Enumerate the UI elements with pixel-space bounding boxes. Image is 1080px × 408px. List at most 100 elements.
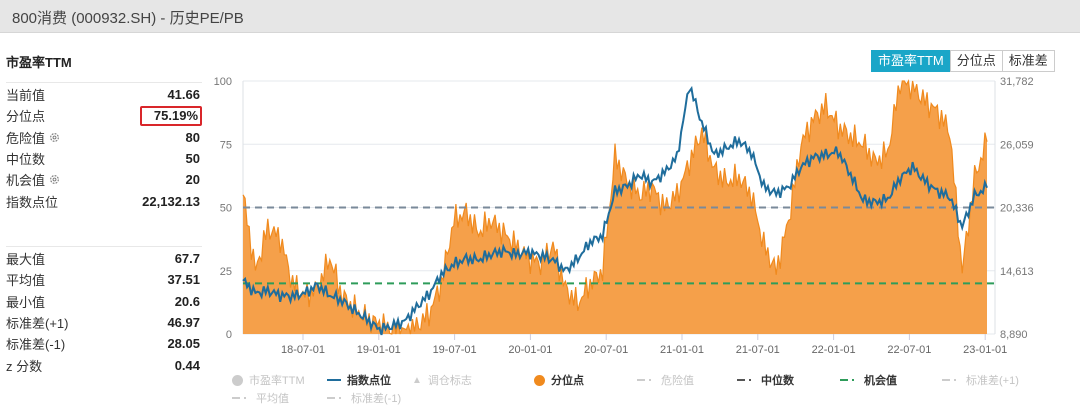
stats-bottom: 最大值 67.7 平均值 37.51 最小值 20.6 标准差(+1) 46.97 标准差(-1… bbox=[6, 248, 202, 376]
stat-label: 平均值 bbox=[6, 270, 45, 289]
left-axis-tick: 50 bbox=[220, 203, 232, 215]
legend-item[interactable]: 中位数 bbox=[737, 372, 794, 388]
right-axis-tick: 20,336 bbox=[1000, 203, 1034, 215]
left-axis-tick: 0 bbox=[226, 329, 232, 341]
legend-dot-icon bbox=[232, 374, 243, 386]
stat-row: 最小值 20.6 bbox=[6, 291, 202, 312]
index-line bbox=[242, 85, 988, 336]
stat-label-text: 中位数 bbox=[6, 152, 46, 168]
stat-label: 最大值 bbox=[6, 249, 45, 268]
left-axis-tick: 75 bbox=[220, 139, 232, 151]
legend-dash-icon bbox=[637, 379, 651, 381]
triangle-icon: ▲ bbox=[412, 374, 422, 386]
stat-row: z 分数 0.44 bbox=[6, 354, 202, 375]
legend-item[interactable]: 市盈率TTM bbox=[232, 372, 305, 388]
stat-row: 当前值 41.66 bbox=[6, 84, 202, 105]
legend-dash-icon bbox=[232, 397, 246, 399]
right-axis-tick: 14,613 bbox=[1000, 266, 1034, 278]
stat-label: 中位数 bbox=[6, 149, 45, 168]
tab-pe-ttm[interactable]: 市盈率TTM bbox=[871, 50, 951, 72]
legend-label: 指数点位 bbox=[347, 375, 391, 387]
legend-dash-icon bbox=[327, 397, 341, 399]
stat-value: 37.51 bbox=[167, 272, 200, 288]
x-axis-label: 21-07-01 bbox=[736, 344, 780, 356]
legend-item[interactable]: 机会值 bbox=[840, 372, 897, 388]
stat-value: 28.05 bbox=[167, 336, 200, 352]
stat-label-text: 当前值 bbox=[6, 88, 46, 104]
x-axis-label: 20-01-01 bbox=[508, 344, 552, 356]
x-axis-label: 18-07-01 bbox=[281, 344, 325, 356]
stat-row: 最大值 67.7 bbox=[6, 248, 202, 269]
legend-dash-icon bbox=[840, 379, 854, 381]
right-axis-tick: 31,782 bbox=[1000, 76, 1034, 88]
x-axis-label: 22-01-01 bbox=[812, 344, 856, 356]
x-axis-label: 19-07-01 bbox=[433, 344, 477, 356]
legend-dash-icon bbox=[942, 379, 956, 381]
stat-value: 0.44 bbox=[174, 357, 200, 373]
stat-value: 20.6 bbox=[174, 293, 200, 309]
stat-label-text: z 分数 bbox=[6, 358, 43, 374]
tab-percentile[interactable]: 分位点 bbox=[949, 50, 1003, 72]
stat-label: 当前值 bbox=[6, 85, 45, 104]
legend-item[interactable]: 指数点位 bbox=[327, 372, 391, 388]
stat-label-text: 平均值 bbox=[6, 273, 46, 289]
x-axis-label: 20-07-01 bbox=[584, 344, 628, 356]
stat-row: 标准差(+1) 46.97 bbox=[6, 312, 202, 333]
legend-label: 标准差(-1) bbox=[351, 393, 402, 405]
stat-label-text: 分位点 bbox=[6, 109, 46, 125]
metric-tabs: 市盈率TTM 分位点 标准差 bbox=[871, 50, 1055, 72]
legend-item[interactable]: 平均值 bbox=[232, 390, 289, 406]
window-title: 800消费 (000932.SH) - 历史PE/PB bbox=[12, 10, 244, 27]
x-axis-label: 23-01-01 bbox=[963, 344, 1007, 356]
window-titlebar: 800消费 (000932.SH) - 历史PE/PB bbox=[0, 0, 1080, 33]
stat-label-text: 机会值 bbox=[6, 173, 46, 189]
right-axis-tick: 8,890 bbox=[1000, 329, 1028, 341]
legend-item[interactable]: 标准差(-1) bbox=[327, 390, 401, 406]
legend-item[interactable]: 分位点 bbox=[534, 372, 584, 388]
stat-value: 67.7 bbox=[174, 251, 200, 267]
tab-stddev[interactable]: 标准差 bbox=[1001, 50, 1055, 72]
stat-value: 50 bbox=[185, 151, 200, 167]
legend-label: 平均值 bbox=[256, 393, 289, 405]
stat-label: 机会值 bbox=[6, 170, 60, 189]
stat-label: 标准差(+1) bbox=[6, 313, 68, 332]
stat-value: 22,132.13 bbox=[142, 193, 200, 209]
gear-icon[interactable] bbox=[49, 132, 60, 143]
stat-label-text: 危险值 bbox=[6, 130, 46, 146]
legend-label: 中位数 bbox=[761, 375, 794, 387]
stat-row: 分位点 75.19% bbox=[6, 105, 202, 126]
divider bbox=[6, 246, 202, 247]
legend-dot-icon bbox=[534, 374, 545, 386]
left-axis-tick: 100 bbox=[214, 76, 232, 88]
legend-item[interactable]: 危险值 bbox=[637, 372, 694, 388]
stat-label: z 分数 bbox=[6, 356, 42, 375]
stat-label-text: 标准差(-1) bbox=[6, 337, 66, 353]
stat-label-text: 标准差(+1) bbox=[6, 316, 69, 332]
legend-item[interactable]: 标准差(+1) bbox=[942, 372, 1019, 388]
stat-label: 最小值 bbox=[6, 292, 45, 311]
stat-value: 20 bbox=[185, 172, 200, 188]
stat-label: 分位点 bbox=[6, 106, 45, 125]
stat-label: 标准差(-1) bbox=[6, 334, 65, 353]
right-axis-tick: 26,059 bbox=[1000, 139, 1034, 151]
stat-row: 中位数 50 bbox=[6, 148, 202, 169]
stat-value: 41.66 bbox=[167, 87, 200, 103]
pe-chart[interactable]: 0 8,890 25 14,613 50 20,336 75 26,059 100 31,782 1… bbox=[0, 0, 1080, 370]
legend-item[interactable]: ▲ 调仓标志 bbox=[412, 372, 472, 388]
x-axis-label: 19-01-01 bbox=[357, 344, 401, 356]
stat-value: 80 bbox=[185, 129, 200, 145]
legend-label: 分位点 bbox=[551, 375, 584, 387]
legend-label: 标准差(+1) bbox=[966, 375, 1019, 387]
legend-label: 危险值 bbox=[661, 375, 694, 387]
stat-row: 平均值 37.51 bbox=[6, 269, 202, 290]
divider bbox=[6, 82, 202, 83]
stat-label: 危险值 bbox=[6, 128, 60, 147]
stat-value: 75.19% bbox=[139, 105, 202, 126]
stat-row: 标准差(-1) 28.05 bbox=[6, 333, 202, 354]
legend-label: 调仓标志 bbox=[427, 375, 472, 387]
gear-icon[interactable] bbox=[49, 174, 60, 185]
percentile-line bbox=[242, 79, 988, 335]
x-axis-label: 21-01-01 bbox=[660, 344, 704, 356]
section-title: 市盈率TTM bbox=[6, 55, 72, 70]
stat-label: 指数点位 bbox=[6, 192, 58, 211]
